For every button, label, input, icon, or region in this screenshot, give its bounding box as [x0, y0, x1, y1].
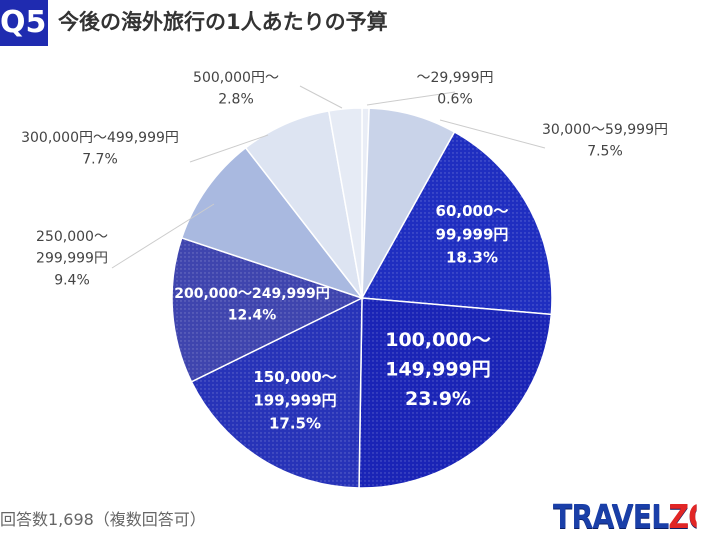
logo-text: TRAVEL	[553, 497, 669, 536]
slice-label: 500,000円〜 2.8%	[193, 70, 279, 108]
slice-label: 60,000〜 99,999円 18.3%	[436, 202, 509, 267]
response-count-note: 回答数1,698（複数回答可）	[0, 506, 206, 530]
slice-label: 30,000〜59,999円 7.5%	[542, 122, 668, 160]
slice-label: 250,000〜 299,999円 9.4%	[36, 229, 108, 288]
leader-line	[300, 86, 342, 108]
slice-label: 〜29,999円 0.6%	[417, 70, 494, 108]
logo-text-accent: ZOO	[669, 497, 697, 536]
slice-label: 300,000円〜499,999円 7.7%	[21, 130, 179, 168]
travelzoo-logo: TRAVELZOO	[553, 497, 697, 540]
